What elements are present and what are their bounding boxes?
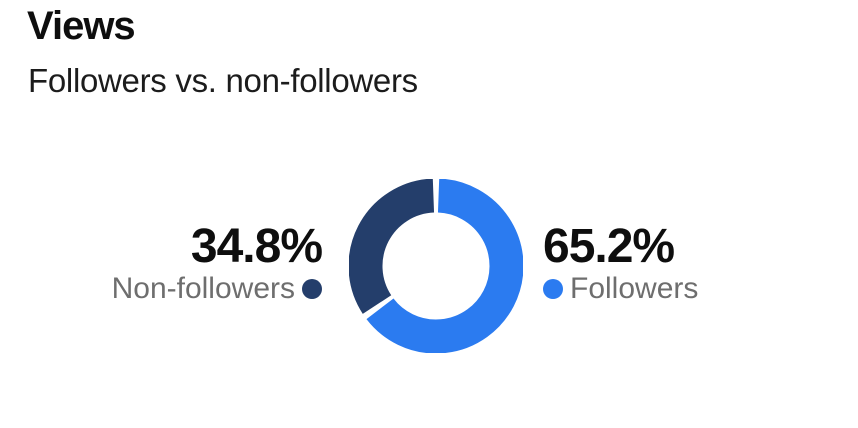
followers-label: Followers xyxy=(570,272,699,305)
followers-stat: 65.2% Followers xyxy=(543,223,698,304)
donut-segment-non-followers xyxy=(348,178,435,314)
non-followers-legend: Non-followers xyxy=(112,274,322,304)
non-followers-stat: 34.8% Non-followers xyxy=(112,220,323,304)
followers-percent: 65.2% xyxy=(543,220,675,273)
donut-chart xyxy=(348,178,524,354)
non-followers-dot-icon xyxy=(302,279,322,299)
donut-chart-container xyxy=(348,178,524,354)
donut-segment-followers xyxy=(366,178,524,354)
page-title: Views xyxy=(27,4,136,48)
followers-legend: Followers xyxy=(543,274,698,304)
followers-dot-icon xyxy=(543,279,563,299)
page-subtitle: Followers vs. non-followers xyxy=(28,62,418,99)
non-followers-percent: 34.8% xyxy=(190,220,323,273)
non-followers-label: Non-followers xyxy=(111,272,295,305)
